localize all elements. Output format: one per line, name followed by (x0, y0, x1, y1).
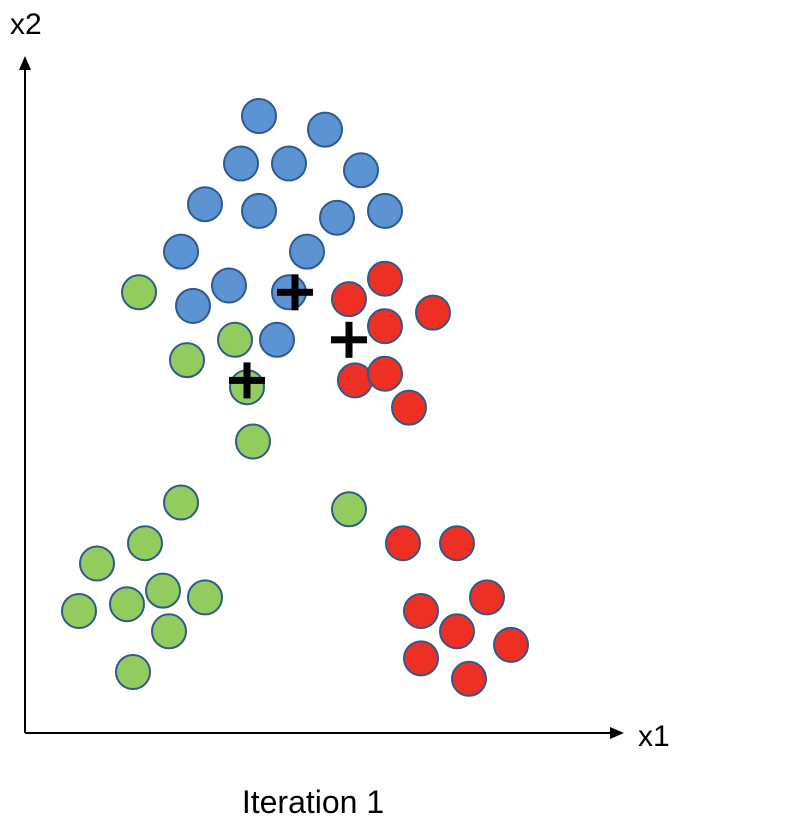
data-point (289, 233, 325, 270)
data-point (259, 321, 295, 358)
data-point (403, 640, 439, 677)
data-point (175, 287, 211, 324)
data-point (451, 660, 487, 697)
x-axis-arrowhead (610, 727, 624, 739)
axes (19, 56, 624, 739)
data-point (121, 274, 157, 311)
data-point (61, 593, 97, 629)
data-point (337, 362, 373, 399)
data-point (493, 626, 529, 663)
data-point (367, 308, 403, 345)
data-point (241, 192, 277, 229)
data-point (343, 152, 379, 189)
data-point (439, 613, 475, 650)
data-point (151, 613, 187, 650)
y-axis-arrowhead (19, 56, 31, 70)
data-point (169, 342, 205, 379)
data-point (235, 423, 271, 460)
data-point (217, 321, 253, 358)
y-axis-label: x2 (10, 8, 42, 41)
data-point (115, 654, 151, 690)
centroids (229, 274, 367, 399)
data-point (367, 355, 403, 392)
data-point (367, 192, 403, 229)
centroid-marker (229, 362, 265, 399)
data-point (241, 98, 277, 134)
data-point (187, 186, 223, 223)
data-point (145, 572, 181, 609)
data-point (211, 267, 247, 304)
data-point (127, 525, 163, 562)
data-point (385, 525, 421, 562)
data-points (61, 98, 529, 697)
data-point (415, 294, 451, 331)
data-point (331, 281, 367, 318)
data-point (79, 545, 115, 582)
data-point (109, 586, 145, 623)
data-point (271, 145, 307, 182)
centroid-marker (331, 321, 367, 358)
data-point (307, 111, 343, 148)
data-point (319, 199, 355, 236)
data-point (439, 525, 475, 562)
data-point (367, 260, 403, 297)
data-point (469, 579, 505, 616)
x-axis-label: x1 (638, 720, 670, 753)
data-point (391, 389, 427, 426)
data-point (163, 484, 199, 521)
chart-caption: Iteration 1 (242, 784, 384, 820)
data-point (163, 233, 199, 270)
data-point (223, 145, 259, 182)
data-point (331, 491, 367, 528)
centroid-marker (277, 274, 313, 311)
data-point (187, 579, 223, 616)
data-point (403, 593, 439, 629)
